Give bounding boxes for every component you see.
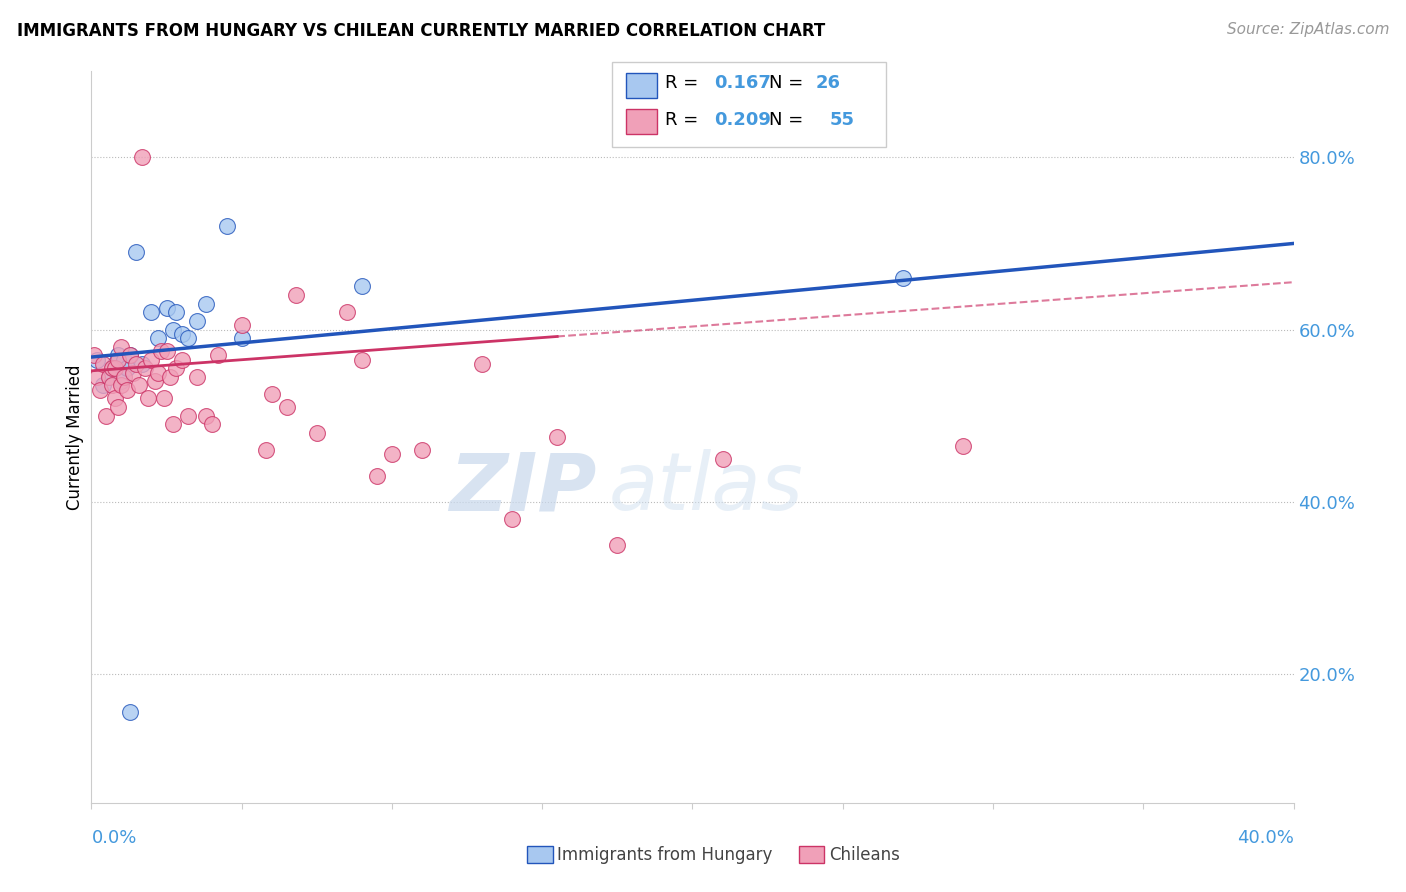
Point — [114, 369, 136, 384]
Point — [107, 400, 129, 414]
Point — [891, 271, 914, 285]
Point — [170, 352, 193, 367]
Text: atlas: atlas — [609, 450, 803, 527]
Point — [952, 439, 974, 453]
Point — [366, 468, 388, 483]
Point — [194, 409, 217, 423]
Point — [107, 352, 129, 367]
Point — [143, 374, 166, 388]
Text: R =: R = — [665, 74, 704, 92]
Point — [149, 344, 172, 359]
Point — [201, 417, 224, 432]
Point — [107, 348, 129, 362]
Point — [231, 331, 253, 345]
Text: Immigrants from Hungary: Immigrants from Hungary — [557, 846, 772, 863]
Point — [276, 400, 298, 414]
Point — [89, 383, 111, 397]
Point — [350, 352, 373, 367]
Point — [141, 305, 163, 319]
Point — [146, 366, 169, 380]
Point — [471, 357, 494, 371]
Text: N =: N = — [769, 74, 808, 92]
Point — [110, 378, 132, 392]
Point — [120, 348, 142, 362]
Point — [336, 305, 359, 319]
Point — [86, 352, 108, 367]
Text: 55: 55 — [830, 112, 855, 129]
Point — [141, 352, 163, 367]
Point — [146, 331, 169, 345]
Point — [98, 369, 121, 384]
Point — [381, 447, 404, 461]
Point — [125, 245, 148, 260]
Text: IMMIGRANTS FROM HUNGARY VS CHILEAN CURRENTLY MARRIED CORRELATION CHART: IMMIGRANTS FROM HUNGARY VS CHILEAN CURRE… — [17, 22, 825, 40]
Point — [411, 442, 433, 457]
Point — [131, 150, 153, 164]
Point — [162, 322, 184, 336]
Point — [93, 357, 115, 371]
Point — [104, 357, 127, 371]
Point — [117, 383, 139, 397]
Point — [711, 451, 734, 466]
Point — [128, 378, 150, 392]
Point — [101, 361, 124, 376]
Point — [165, 305, 187, 319]
Point — [260, 387, 283, 401]
Point — [194, 296, 217, 310]
Point — [101, 361, 124, 376]
Text: ZIP: ZIP — [449, 450, 596, 527]
Point — [125, 357, 148, 371]
Point — [284, 288, 307, 302]
Text: 0.209: 0.209 — [714, 112, 770, 129]
Point — [152, 392, 174, 406]
Point — [186, 369, 208, 384]
Point — [159, 369, 181, 384]
Point — [120, 706, 142, 720]
Point — [104, 392, 127, 406]
Point — [176, 409, 198, 423]
Point — [138, 392, 160, 406]
Point — [170, 326, 193, 341]
Point — [122, 366, 145, 380]
Y-axis label: Currently Married: Currently Married — [66, 364, 84, 510]
Text: Source: ZipAtlas.com: Source: ZipAtlas.com — [1226, 22, 1389, 37]
Text: 0.167: 0.167 — [714, 74, 770, 92]
Text: 40.0%: 40.0% — [1237, 829, 1294, 847]
Point — [305, 425, 328, 440]
Point — [350, 279, 373, 293]
Point — [86, 369, 108, 384]
Point — [215, 219, 238, 234]
Point — [131, 357, 153, 371]
Point — [186, 314, 208, 328]
Point — [134, 361, 156, 376]
Point — [501, 512, 523, 526]
Text: R =: R = — [665, 112, 704, 129]
Point — [114, 352, 136, 367]
Point — [207, 348, 229, 362]
Point — [104, 361, 127, 376]
Point — [120, 348, 142, 362]
Point — [110, 374, 132, 388]
Text: 26: 26 — [815, 74, 841, 92]
Point — [155, 301, 177, 315]
Point — [606, 538, 628, 552]
Point — [155, 344, 177, 359]
Point — [117, 361, 139, 376]
Point — [231, 318, 253, 333]
Point — [162, 417, 184, 432]
Point — [101, 378, 124, 392]
Point — [110, 340, 132, 354]
Text: N =: N = — [769, 112, 808, 129]
Text: Chileans: Chileans — [830, 846, 900, 863]
Point — [176, 331, 198, 345]
Point — [254, 442, 277, 457]
Text: 0.0%: 0.0% — [91, 829, 136, 847]
Point — [546, 430, 568, 444]
Point — [98, 369, 121, 384]
Point — [165, 361, 187, 376]
Point — [83, 348, 105, 362]
Point — [96, 409, 118, 423]
Point — [93, 378, 115, 392]
